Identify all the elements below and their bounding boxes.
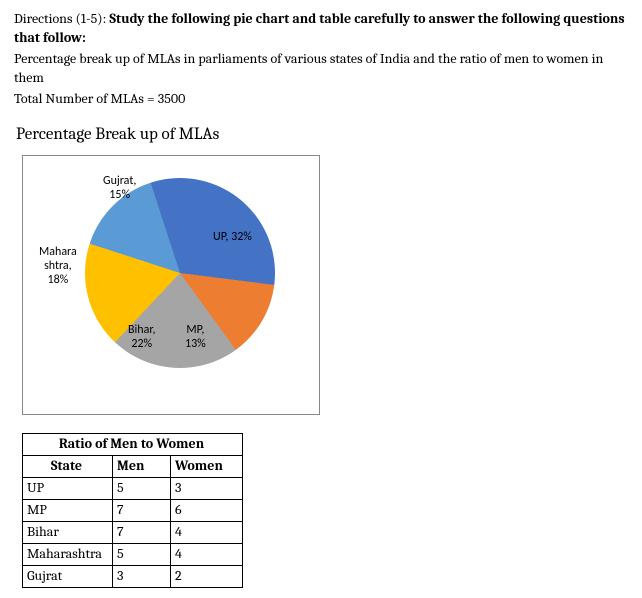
cell-state: Gujrat — [23, 565, 113, 587]
slice-label-up: UP, 32% — [213, 231, 252, 245]
table-header-row: State Men Women — [23, 456, 243, 478]
slice-label-gujrat: Gujrat,15% — [103, 175, 136, 203]
table-row: Gujrat32 — [23, 565, 243, 587]
cell-women: 3 — [171, 478, 243, 500]
pie-chart-container: UP, 32% MP,13% Bihar,22% Maharashtra,18% Guj… — [22, 155, 320, 415]
cell-men: 5 — [113, 543, 171, 565]
table-row: UP53 — [23, 478, 243, 500]
cell-women: 2 — [171, 565, 243, 587]
table-row: Maharashtra54 — [23, 543, 243, 565]
cell-state: MP — [23, 500, 113, 522]
directions-line1: Percentage break up of MLAs in parliamen… — [14, 50, 628, 88]
header-men: Men — [113, 456, 171, 478]
directions-block: Directions (1-5): Study the following pi… — [14, 10, 628, 108]
table-title-cell: Ratio of Men to Women — [23, 434, 243, 456]
cell-women: 6 — [171, 500, 243, 522]
cell-state: Bihar — [23, 521, 113, 543]
cell-women: 4 — [171, 543, 243, 565]
header-state: State — [23, 456, 113, 478]
directions-line2: Total Number of MLAs = 3500 — [14, 90, 628, 109]
pie-chart — [85, 178, 275, 368]
table-title-row: Ratio of Men to Women — [23, 434, 243, 456]
chart-title: Percentage Break up of MLAs — [14, 124, 628, 147]
slice-label-maharashtra: Maharashtra,18% — [39, 246, 77, 287]
header-women: Women — [171, 456, 243, 478]
ratio-table-container: Ratio of Men to Women State Men Women UP… — [22, 433, 628, 587]
pie-graphic — [85, 178, 275, 368]
cell-men: 3 — [113, 565, 171, 587]
directions-bold: Study the following pie chart and table … — [14, 10, 625, 46]
cell-men: 5 — [113, 478, 171, 500]
cell-state: Maharashtra — [23, 543, 113, 565]
slice-label-bihar: Bihar,22% — [128, 324, 155, 352]
cell-state: UP — [23, 478, 113, 500]
cell-women: 4 — [171, 521, 243, 543]
slice-label-mp: MP,13% — [185, 324, 206, 352]
cell-men: 7 — [113, 500, 171, 522]
ratio-table: Ratio of Men to Women State Men Women UP… — [22, 433, 243, 587]
cell-men: 7 — [113, 521, 171, 543]
directions-prefix: Directions (1-5): — [14, 10, 106, 27]
table-row: MP76 — [23, 500, 243, 522]
table-row: Bihar74 — [23, 521, 243, 543]
